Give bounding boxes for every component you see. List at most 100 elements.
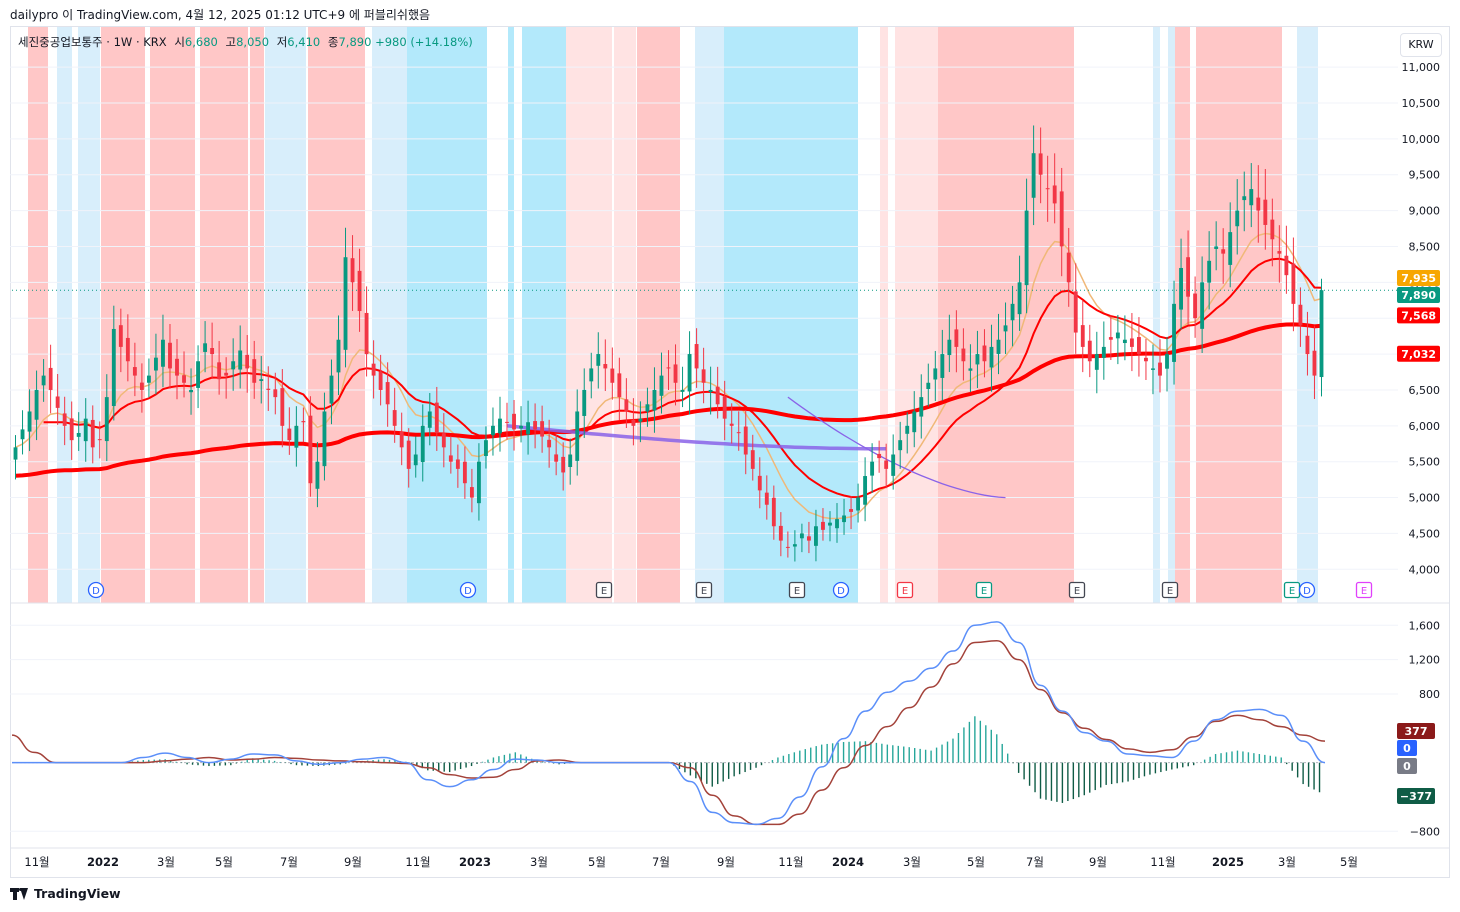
candle-body bbox=[1207, 260, 1212, 283]
symbol-name: 세진중공업보통주 · 1W · KRX bbox=[18, 35, 167, 49]
candle-body bbox=[884, 460, 889, 469]
candle-body bbox=[526, 422, 531, 435]
candle-body bbox=[469, 487, 474, 498]
candle-body bbox=[484, 440, 488, 457]
signal-band bbox=[637, 27, 680, 603]
candle-body bbox=[90, 419, 95, 448]
candle-body bbox=[989, 346, 994, 368]
candle-body bbox=[1108, 337, 1113, 340]
price-label-badge bbox=[1397, 307, 1440, 324]
candle-body bbox=[125, 337, 130, 362]
earnings-marker-icon bbox=[788, 581, 806, 599]
candle-body bbox=[420, 425, 425, 463]
price-tick-label: 6,500 bbox=[1409, 384, 1441, 397]
price-label-text: 7,935 bbox=[1401, 272, 1436, 285]
time-tick-label: 3월 bbox=[530, 855, 548, 869]
price-tick-label: 10,500 bbox=[1402, 97, 1441, 110]
event-marker-label: E bbox=[1074, 586, 1080, 597]
candle-body bbox=[378, 371, 383, 390]
candle-body bbox=[624, 399, 629, 412]
candle-body bbox=[589, 368, 594, 382]
candle-body bbox=[554, 454, 559, 462]
candle-body bbox=[41, 375, 46, 386]
close-value: 7,890 bbox=[338, 35, 372, 49]
signal-band bbox=[308, 27, 365, 603]
macd-tick-label: 1,200 bbox=[1409, 654, 1441, 667]
publish-header: dailypro 이 TradingView.com, 4월 12, 2025 … bbox=[10, 8, 431, 22]
candle-body bbox=[975, 354, 980, 365]
macd-signal-line bbox=[11, 639, 1326, 826]
signal-band bbox=[57, 27, 72, 603]
macd-pane: −800 800 1,200 1,600 377 0 0 −377 bbox=[10, 619, 1440, 838]
time-tick-label: 11월 bbox=[24, 855, 49, 869]
candles bbox=[13, 125, 1324, 562]
signal-band bbox=[1175, 27, 1190, 603]
time-tick-label: 2022 bbox=[87, 855, 119, 869]
candle-body bbox=[259, 379, 264, 381]
candle-body bbox=[1277, 251, 1282, 254]
candle-body bbox=[814, 526, 818, 546]
time-tick-label: 9월 bbox=[717, 855, 735, 869]
macd-value-badge bbox=[1397, 723, 1435, 739]
open-value: 6,680 bbox=[184, 35, 218, 49]
candle-body bbox=[856, 497, 861, 511]
candle-body bbox=[1115, 332, 1120, 339]
candle-body bbox=[427, 411, 432, 428]
price-tick-label: 8,500 bbox=[1409, 240, 1441, 253]
time-axis: 11월 2022 3월 5월 7월 9월 11월 2023 3월 5월 7월 9월 11월 2024 3월 5… bbox=[24, 855, 1358, 869]
macd-line bbox=[11, 621, 1326, 826]
candle-body bbox=[764, 492, 769, 505]
candle-body bbox=[441, 433, 446, 448]
event-marker-label: E bbox=[601, 586, 607, 597]
candle-body bbox=[1179, 267, 1183, 310]
candle-body bbox=[97, 439, 102, 441]
candle-body bbox=[1200, 282, 1205, 329]
purple-trend-line bbox=[506, 424, 887, 451]
candle-body bbox=[877, 453, 882, 459]
event-marker-label: D bbox=[1303, 586, 1311, 597]
time-tick-label: 7월 bbox=[652, 855, 670, 869]
candle-body bbox=[76, 432, 81, 437]
candle-body bbox=[210, 348, 215, 355]
candle-body bbox=[835, 519, 839, 529]
candle-body bbox=[1270, 219, 1275, 240]
candle-body bbox=[273, 389, 278, 398]
candle-body bbox=[20, 429, 25, 440]
candle-body bbox=[715, 386, 720, 405]
candle-body bbox=[1186, 257, 1191, 297]
candle-body bbox=[1291, 263, 1296, 304]
signal-band bbox=[1168, 27, 1175, 603]
earnings-marker-icon bbox=[1161, 581, 1179, 599]
signal-band bbox=[522, 27, 566, 603]
candle-body bbox=[146, 375, 151, 383]
signal-band bbox=[407, 27, 487, 603]
candle-body bbox=[1003, 325, 1008, 332]
candle-body bbox=[1151, 368, 1155, 370]
candle-body bbox=[203, 343, 208, 352]
candle-body bbox=[575, 411, 580, 461]
dividend-marker-icon bbox=[87, 581, 105, 599]
candle-body bbox=[596, 354, 601, 366]
time-tick-label: 2024 bbox=[832, 855, 864, 869]
currency-button[interactable]: KRW bbox=[1400, 33, 1442, 57]
candle-body bbox=[1263, 199, 1268, 225]
candle-body bbox=[1319, 290, 1324, 378]
earnings-marker-icon bbox=[1355, 581, 1373, 599]
candle-body bbox=[898, 440, 903, 451]
candle-body bbox=[1010, 303, 1015, 321]
candle-body bbox=[111, 328, 116, 407]
candle-body bbox=[1017, 282, 1022, 315]
candle-body bbox=[455, 459, 460, 469]
candle-body bbox=[413, 454, 418, 466]
candle-body bbox=[448, 455, 453, 462]
candle-body bbox=[1249, 189, 1254, 206]
dividend-marker-icon bbox=[1298, 581, 1316, 599]
candle-body bbox=[252, 359, 257, 383]
price-tick-label: 9,500 bbox=[1409, 169, 1441, 182]
candle-body bbox=[849, 509, 853, 512]
change-value: +980 (+14.18%) bbox=[375, 35, 473, 49]
candle-body bbox=[533, 421, 538, 430]
candle-body bbox=[1193, 293, 1198, 319]
candle-body bbox=[1059, 191, 1064, 247]
